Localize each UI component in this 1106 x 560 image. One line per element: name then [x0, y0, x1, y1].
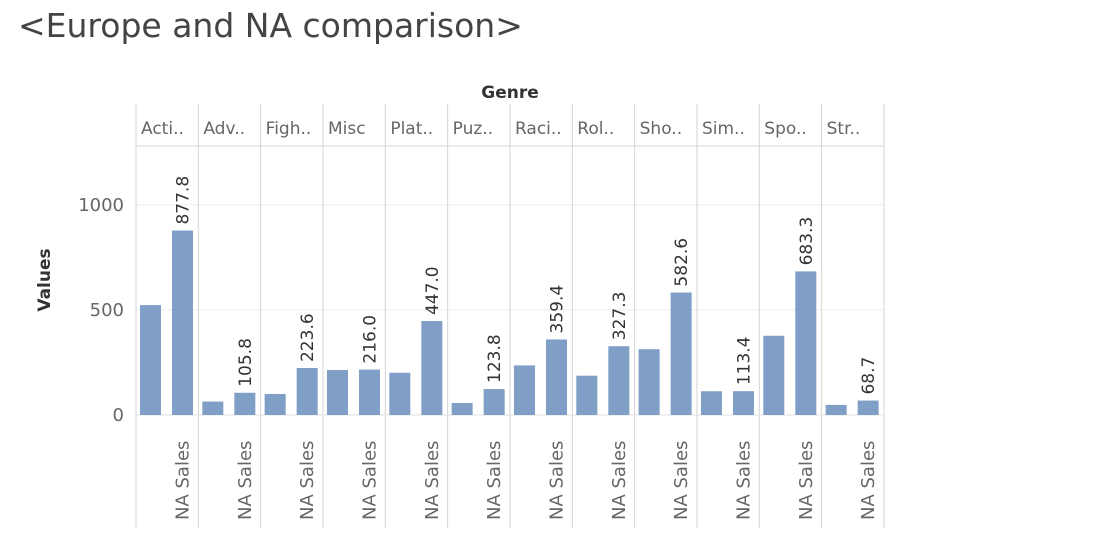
genre-header-label: Str..: [827, 119, 861, 139]
genre-header-label: Acti..: [141, 119, 184, 139]
x-axis-label: NA Sales: [858, 441, 879, 520]
bar-value-label: 683.3: [797, 217, 817, 266]
bar-value-label: 113.4: [734, 336, 754, 385]
x-axis-label: NA Sales: [173, 441, 194, 520]
bar-value-label: 327.3: [610, 292, 630, 341]
x-axis-label: NA Sales: [235, 441, 256, 520]
x-axis-label: NA Sales: [609, 441, 630, 520]
chart-title: <Europe and NA comparison>: [18, 6, 523, 45]
genre-header-label: Plat..: [390, 119, 433, 139]
bar-value-label: 582.6: [672, 238, 692, 287]
bar-value-label: 216.0: [360, 315, 380, 364]
bar-na-sales: [234, 392, 256, 415]
bar-na-sales: [172, 230, 193, 415]
bar-na-sales: [857, 400, 879, 415]
bar: [326, 370, 348, 415]
genre-header-label: Figh..: [266, 119, 312, 139]
y-tick-label: 500: [90, 300, 124, 321]
x-axis-label: NA Sales: [796, 441, 817, 520]
bar: [763, 335, 785, 415]
bar: [264, 393, 286, 415]
y-tick-label: 0: [113, 405, 124, 426]
x-axis-label: NA Sales: [484, 441, 505, 520]
bar: [389, 372, 411, 415]
bar: [700, 391, 722, 415]
bar-value-label: 223.6: [298, 313, 318, 362]
bar-na-sales: [358, 369, 380, 415]
x-axis-label: NA Sales: [297, 441, 318, 520]
genre-header-label: Puz..: [453, 119, 493, 139]
bar-value-label: 68.7: [859, 357, 879, 395]
genre-header-label: Spo..: [764, 119, 807, 139]
x-axis-label: NA Sales: [422, 441, 443, 520]
bar-na-sales: [670, 292, 692, 415]
bar: [825, 404, 847, 415]
bar: [140, 305, 161, 415]
bar-value-label: 123.8: [485, 334, 505, 383]
bar-na-sales: [608, 346, 630, 415]
genre-header-label: Sim..: [702, 119, 745, 139]
x-axis-label: NA Sales: [671, 441, 692, 520]
bar-na-sales: [296, 368, 318, 415]
bar: [638, 349, 660, 415]
bar: [513, 365, 535, 415]
bar-value-label: 877.8: [174, 176, 194, 225]
genre-header-label: Rol..: [577, 119, 614, 139]
x-axis-label: NA Sales: [359, 441, 380, 520]
bar: [576, 375, 598, 415]
x-axis-label: NA Sales: [733, 441, 754, 520]
bar-value-label: 105.8: [236, 338, 256, 387]
genre-header-label: Sho..: [640, 119, 682, 139]
x-axis-label: NA Sales: [546, 441, 567, 520]
bar-na-sales: [795, 271, 817, 415]
genre-header-label: Misc: [328, 119, 366, 139]
bar-value-label: 447.0: [423, 266, 443, 315]
bar: [451, 403, 473, 415]
bar-value-label: 359.4: [547, 285, 567, 334]
bar-na-sales: [483, 388, 505, 415]
genre-header-label: Raci..: [515, 119, 562, 139]
bar-na-sales: [732, 391, 754, 415]
column-header-title: Genre: [481, 83, 539, 103]
bar-na-sales: [421, 321, 443, 415]
genre-header-label: Adv..: [203, 119, 245, 139]
y-axis-title: Values: [35, 248, 55, 311]
bar: [202, 401, 224, 415]
bar-na-sales: [545, 339, 567, 415]
y-tick-label: 1000: [78, 195, 124, 216]
